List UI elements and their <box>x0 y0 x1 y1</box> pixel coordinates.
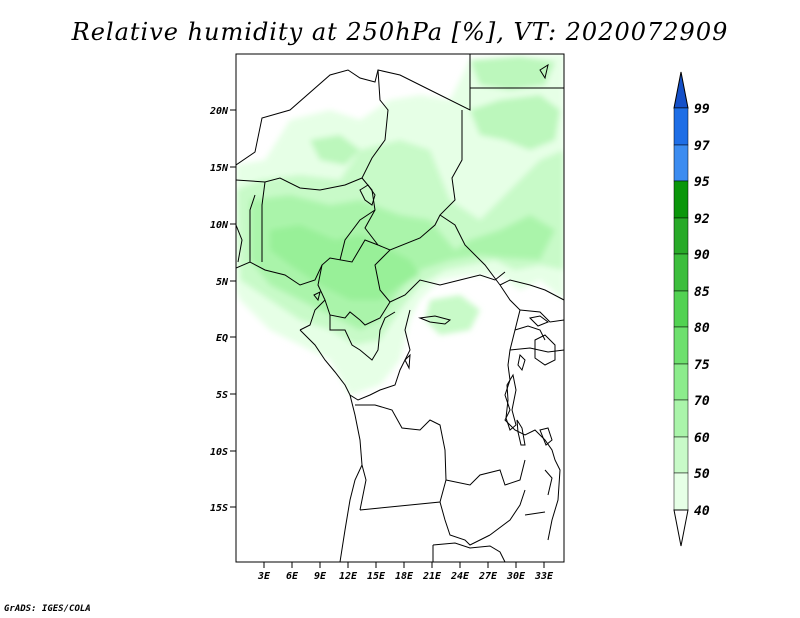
lat-tick-label: 20N <box>209 106 229 117</box>
humidity-shading <box>236 54 564 395</box>
lat-tick-label: EQ <box>216 333 228 344</box>
lon-tick-label: 24E <box>450 571 470 582</box>
longitude-axis: 3E 6E 9E 12E 15E 18E 21E 24E 27E 30E 33E <box>257 562 554 582</box>
colorbar-label: 85 <box>694 285 710 300</box>
colorbar-bottom-arrow <box>673 509 689 547</box>
lat-tick-label: 10N <box>210 220 229 231</box>
lon-tick-label: 12E <box>339 571 358 582</box>
colorbar-segment <box>673 144 689 182</box>
lat-tick-label: 5N <box>216 277 229 288</box>
colorbar-segment <box>673 399 689 438</box>
colorbar-segment <box>673 107 689 146</box>
country-borders <box>236 54 564 562</box>
lon-tick-label: 9E <box>314 571 327 582</box>
colorbar-segment <box>673 180 689 219</box>
colorbar-segment <box>673 253 689 292</box>
lon-tick-label: 30E <box>506 571 526 582</box>
colorbar-label: 95 <box>694 175 710 190</box>
colorbar-label: 97 <box>694 139 710 154</box>
lat-tick-label: 15N <box>210 163 229 174</box>
lat-tick-label: 15S <box>210 503 228 514</box>
lon-tick-label: 33E <box>534 571 554 582</box>
colorbar-segment <box>673 472 689 511</box>
credit-text: GrADS: IGES/COLA <box>4 604 91 614</box>
lon-tick-label: 3E <box>257 571 271 582</box>
colorbar-label: 90 <box>694 248 710 263</box>
map-title: Relative humidity at 250hPa [%], VT: 202… <box>71 18 729 46</box>
colorbar-label: 70 <box>694 394 710 409</box>
colorbar-label: 50 <box>694 467 710 482</box>
colorbar-segment <box>673 290 689 328</box>
colorbar-label: 99 <box>694 102 710 117</box>
lon-tick-label: 21E <box>422 571 442 582</box>
colorbar-label: 60 <box>694 431 710 446</box>
map-frame <box>235 53 565 563</box>
colorbar-label: 80 <box>694 321 710 336</box>
colorbar: 99 97 95 92 90 85 80 75 70 60 50 40 <box>673 71 710 547</box>
colorbar-label: 92 <box>694 212 710 227</box>
colorbar-label: 75 <box>694 358 710 373</box>
lon-tick-label: 18E <box>395 571 414 582</box>
lon-tick-label: 15E <box>367 571 386 582</box>
lon-tick-label: 27E <box>478 571 498 582</box>
lon-tick-label: 6E <box>286 571 299 582</box>
latitude-axis: 20N 15N 10N 5N EQ 5S 10S 15S <box>209 106 236 514</box>
colorbar-segment <box>673 363 689 401</box>
colorbar-segment <box>673 326 689 365</box>
lat-tick-label: 10S <box>210 447 228 458</box>
lat-tick-label: 5S <box>216 390 228 401</box>
colorbar-top-arrow <box>673 71 689 109</box>
colorbar-segment <box>673 436 689 474</box>
colorbar-label: 40 <box>694 504 710 519</box>
colorbar-segment <box>673 217 689 255</box>
